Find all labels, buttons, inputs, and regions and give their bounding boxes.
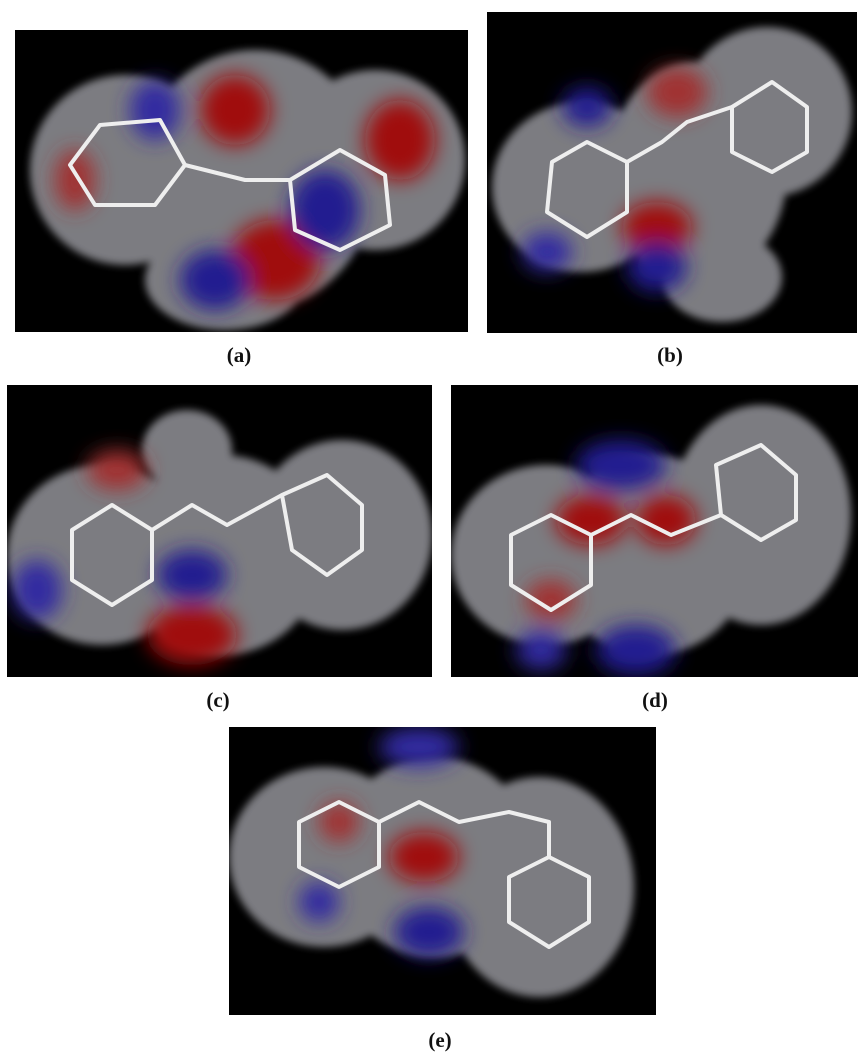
surface-map	[7, 385, 432, 677]
panel-label: (b)	[640, 343, 700, 368]
panel-c-image	[7, 385, 432, 677]
panel-a-image	[15, 30, 468, 332]
surface-map	[15, 30, 468, 332]
panel-d-image	[451, 385, 858, 677]
panel-b-image	[487, 12, 857, 333]
figure-page: (a) (b) (c)	[0, 0, 862, 1052]
panel-e-image	[229, 727, 656, 1015]
panel-label: (c)	[188, 688, 248, 713]
surface-map	[487, 12, 857, 333]
surface-map	[451, 385, 858, 677]
panel-label: (e)	[410, 1028, 470, 1053]
panel-label: (a)	[209, 343, 269, 368]
surface-map	[229, 727, 656, 1015]
panel-label: (d)	[625, 688, 685, 713]
